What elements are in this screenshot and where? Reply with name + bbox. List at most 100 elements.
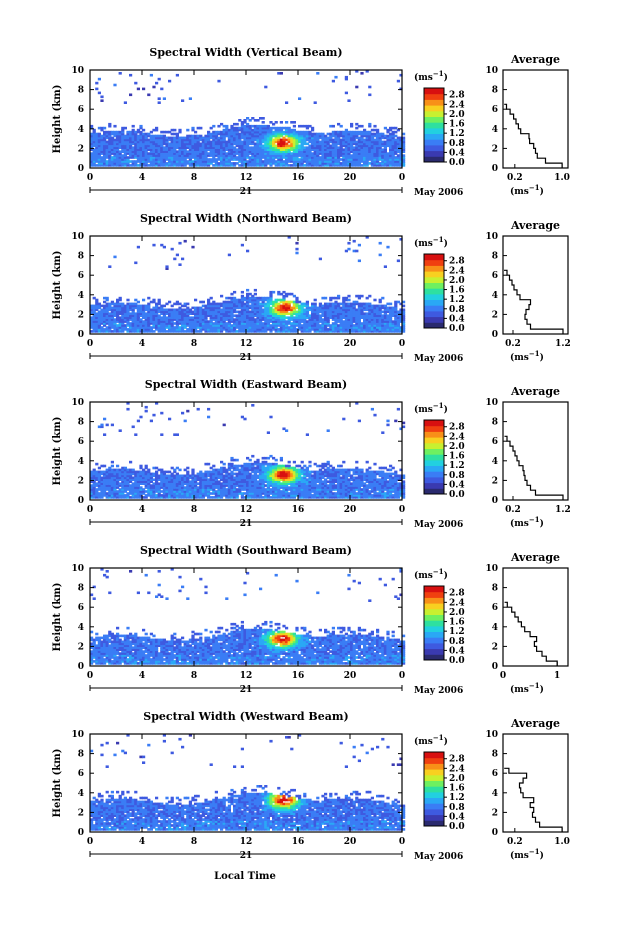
heatmap-cell [186, 162, 190, 165]
heatmap-cell [253, 326, 257, 329]
heatmap-cell [274, 160, 278, 163]
heatmap-cell [300, 154, 304, 157]
heatmap-cell [402, 162, 406, 165]
heatmap-cell [97, 486, 101, 489]
heatmap-cell [334, 314, 338, 317]
heatmap-cell [290, 328, 294, 331]
heatmap-cell [230, 300, 234, 304]
heatmap-cell [209, 304, 213, 308]
heatmap-cell [334, 322, 338, 325]
heatmap-cell [113, 484, 117, 487]
heatmap-cell [212, 302, 216, 306]
heatmap-cell [134, 316, 138, 319]
heatmap-cell [136, 87, 140, 91]
heatmap-cell [376, 314, 380, 317]
heatmap-cell [129, 486, 133, 489]
heatmap-cell [204, 156, 208, 159]
heatmap-cell [318, 162, 322, 165]
heatmap-cell [199, 486, 203, 489]
heatmap-cell [303, 138, 307, 142]
heatmap-cell [116, 312, 120, 315]
heatmap-cell [126, 136, 130, 140]
heatmap-cell [378, 138, 382, 142]
heatmap-cell [274, 154, 278, 157]
heatmap-cell [243, 134, 247, 138]
heatmap-cell [246, 150, 250, 153]
heatmap-cell [256, 160, 260, 163]
heatmap-cell [311, 306, 315, 310]
heatmap-cell [295, 148, 299, 151]
heatmap-cell [121, 138, 125, 142]
heatmap-cell [274, 146, 278, 149]
heatmap-cell [381, 156, 385, 159]
heatmap-cell [365, 140, 369, 144]
heatmap-cell [136, 484, 140, 487]
heatmap-cell [170, 310, 174, 314]
heatmap-cell [342, 158, 346, 161]
heatmap-cell [134, 486, 138, 489]
heatmap-cell [386, 152, 390, 155]
heatmap-cell [160, 482, 164, 485]
heatmap-cell [264, 130, 268, 134]
heatmap-cell [352, 146, 356, 149]
heatmap-cell [339, 306, 343, 310]
colorbar-tick-label: 1.6 [449, 120, 465, 130]
heatmap-cell [394, 152, 398, 155]
heatmap-cell [282, 140, 286, 144]
heatmap-cell [155, 126, 159, 130]
heatmap-cell [331, 310, 335, 314]
heatmap-cell [253, 164, 257, 167]
heatmap-cell [222, 324, 226, 327]
heatmap-cell [173, 470, 177, 474]
heatmap-cell [113, 140, 117, 144]
heatmap-cell [108, 484, 112, 487]
x-tick-label: 12 [240, 339, 253, 349]
heatmap-cell [373, 312, 377, 315]
heatmap-cell [313, 150, 317, 153]
heatmap-cell [175, 480, 179, 483]
heatmap-cell [116, 472, 120, 476]
heatmap-cell [129, 326, 133, 329]
heatmap-cell [259, 132, 263, 136]
heatmap-cell [357, 152, 361, 155]
heatmap-cell [389, 144, 393, 148]
heatmap-cell [110, 314, 114, 317]
heatmap-cell [360, 326, 364, 329]
heatmap-cell [175, 136, 179, 140]
heatmap-cell [368, 330, 372, 333]
heatmap-cell [383, 318, 387, 321]
heatmap-cell [227, 314, 231, 317]
heatmap-cell [168, 320, 172, 323]
heatmap-cell [214, 308, 218, 312]
heatmap-cell [220, 310, 224, 314]
heatmap-cell [339, 144, 343, 148]
heatmap-cell [168, 314, 172, 317]
heatmap-cell [173, 158, 177, 161]
heatmap-cell [157, 482, 161, 485]
heatmap-cell [204, 472, 208, 476]
heatmap-cell [214, 314, 218, 317]
heatmap-cell [201, 146, 205, 149]
heatmap-cell [139, 320, 143, 323]
heatmap-cell [251, 308, 255, 312]
heatmap-cell [248, 140, 252, 144]
heatmap-cell [129, 476, 133, 480]
colorbar-tick-label: 0.4 [449, 314, 465, 324]
heatmap-cell [282, 310, 286, 314]
heatmap-cell [173, 310, 177, 314]
heatmap-cell [199, 300, 203, 304]
heatmap-cell [298, 132, 302, 136]
heatmap-cell [285, 130, 289, 134]
heatmap-cell [266, 132, 270, 136]
heatmap-cell [248, 162, 252, 165]
heatmap-cell [222, 423, 226, 427]
heatmap-cell [233, 308, 237, 312]
heatmap-cell [259, 296, 263, 300]
heatmap-cell [126, 310, 130, 314]
heatmap-cell [329, 164, 333, 167]
heatmap-cell [389, 138, 393, 142]
heatmap-cell [381, 304, 385, 308]
heatmap-cell [170, 152, 174, 155]
heatmap-cell [318, 156, 322, 159]
heatmap-cell [350, 154, 354, 157]
